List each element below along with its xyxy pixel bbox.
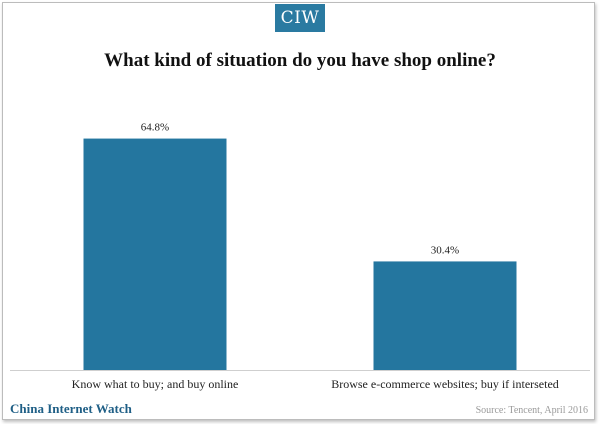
source-label: Source: Tencent, April 2016 [475, 405, 588, 416]
category-label-1: Know what to buy; and buy online [72, 377, 239, 391]
brand-label: China Internet Watch [10, 401, 132, 416]
chart-title: What kind of situation do you have shop … [104, 50, 496, 71]
ciw-logo: CIW [275, 4, 325, 32]
category-label-2: Browse e-commerce websites; buy if inter… [331, 377, 559, 391]
bar-2 [373, 261, 517, 370]
value-label-1: 64.8% [141, 122, 169, 134]
bar-1 [83, 138, 227, 370]
value-label-2: 30.4% [431, 244, 459, 256]
